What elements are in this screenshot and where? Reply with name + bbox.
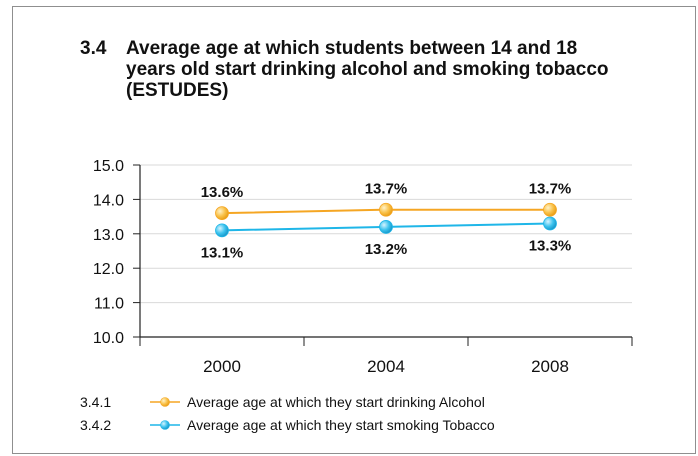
legend-number: 3.4.2 (80, 417, 111, 433)
figure-title: Average age at which students between 14… (126, 38, 609, 101)
y-tick-label: 11.0 (94, 296, 124, 313)
data-point (215, 223, 229, 238)
legend-label: Average age at which they start smoking … (187, 417, 495, 433)
x-tick-label: 2008 (531, 357, 569, 376)
data-point (543, 216, 557, 231)
legend-marker (160, 397, 170, 407)
data-label: 13.2% (365, 241, 408, 258)
data-point (379, 220, 393, 234)
legend-entry: 3.4.2 Average age at which they start smo… (80, 417, 495, 433)
legend-marker (160, 420, 170, 430)
y-tick-label: 12.0 (93, 261, 124, 278)
data-label: 13.3% (529, 237, 572, 254)
legend: 3.4.1 Average age at which they start dri… (80, 394, 495, 433)
x-tick-label: 2004 (367, 357, 405, 376)
legend-number: 3.4.1 (80, 394, 111, 410)
y-tick-label: 10.0 (93, 330, 124, 347)
series-group: 13.6% 13.7% 13.7% 13.1% 13.2% 13.3% (201, 181, 572, 262)
data-label: 13.6% (201, 184, 244, 201)
legend-entry: 3.4.1 Average age at which they start dri… (80, 394, 485, 410)
series-tobacco: 13.1% 13.2% 13.3% (201, 216, 572, 261)
legend-label: Average age at which they start drinking… (187, 394, 485, 410)
data-point (543, 202, 557, 217)
y-tick-label: 13.0 (93, 227, 124, 244)
data-point (215, 206, 229, 221)
x-axis-ticks: 2000 2004 2008 (139, 337, 633, 376)
y-axis-ticks: 15.0 14.0 13.0 12.0 11.0 10.0 (93, 158, 140, 347)
data-label: 13.7% (529, 181, 572, 198)
series-alcohol: 13.6% 13.7% 13.7% (201, 181, 572, 221)
figure-number: 3.4 (80, 38, 107, 59)
y-tick-label: 15.0 (93, 158, 124, 175)
y-tick-label: 14.0 (93, 192, 124, 209)
axes (139, 165, 632, 338)
figure-frame (12, 6, 696, 454)
data-point (379, 202, 393, 217)
x-tick-label: 2000 (203, 357, 241, 376)
data-label: 13.7% (365, 181, 408, 198)
data-label: 13.1% (201, 244, 244, 261)
